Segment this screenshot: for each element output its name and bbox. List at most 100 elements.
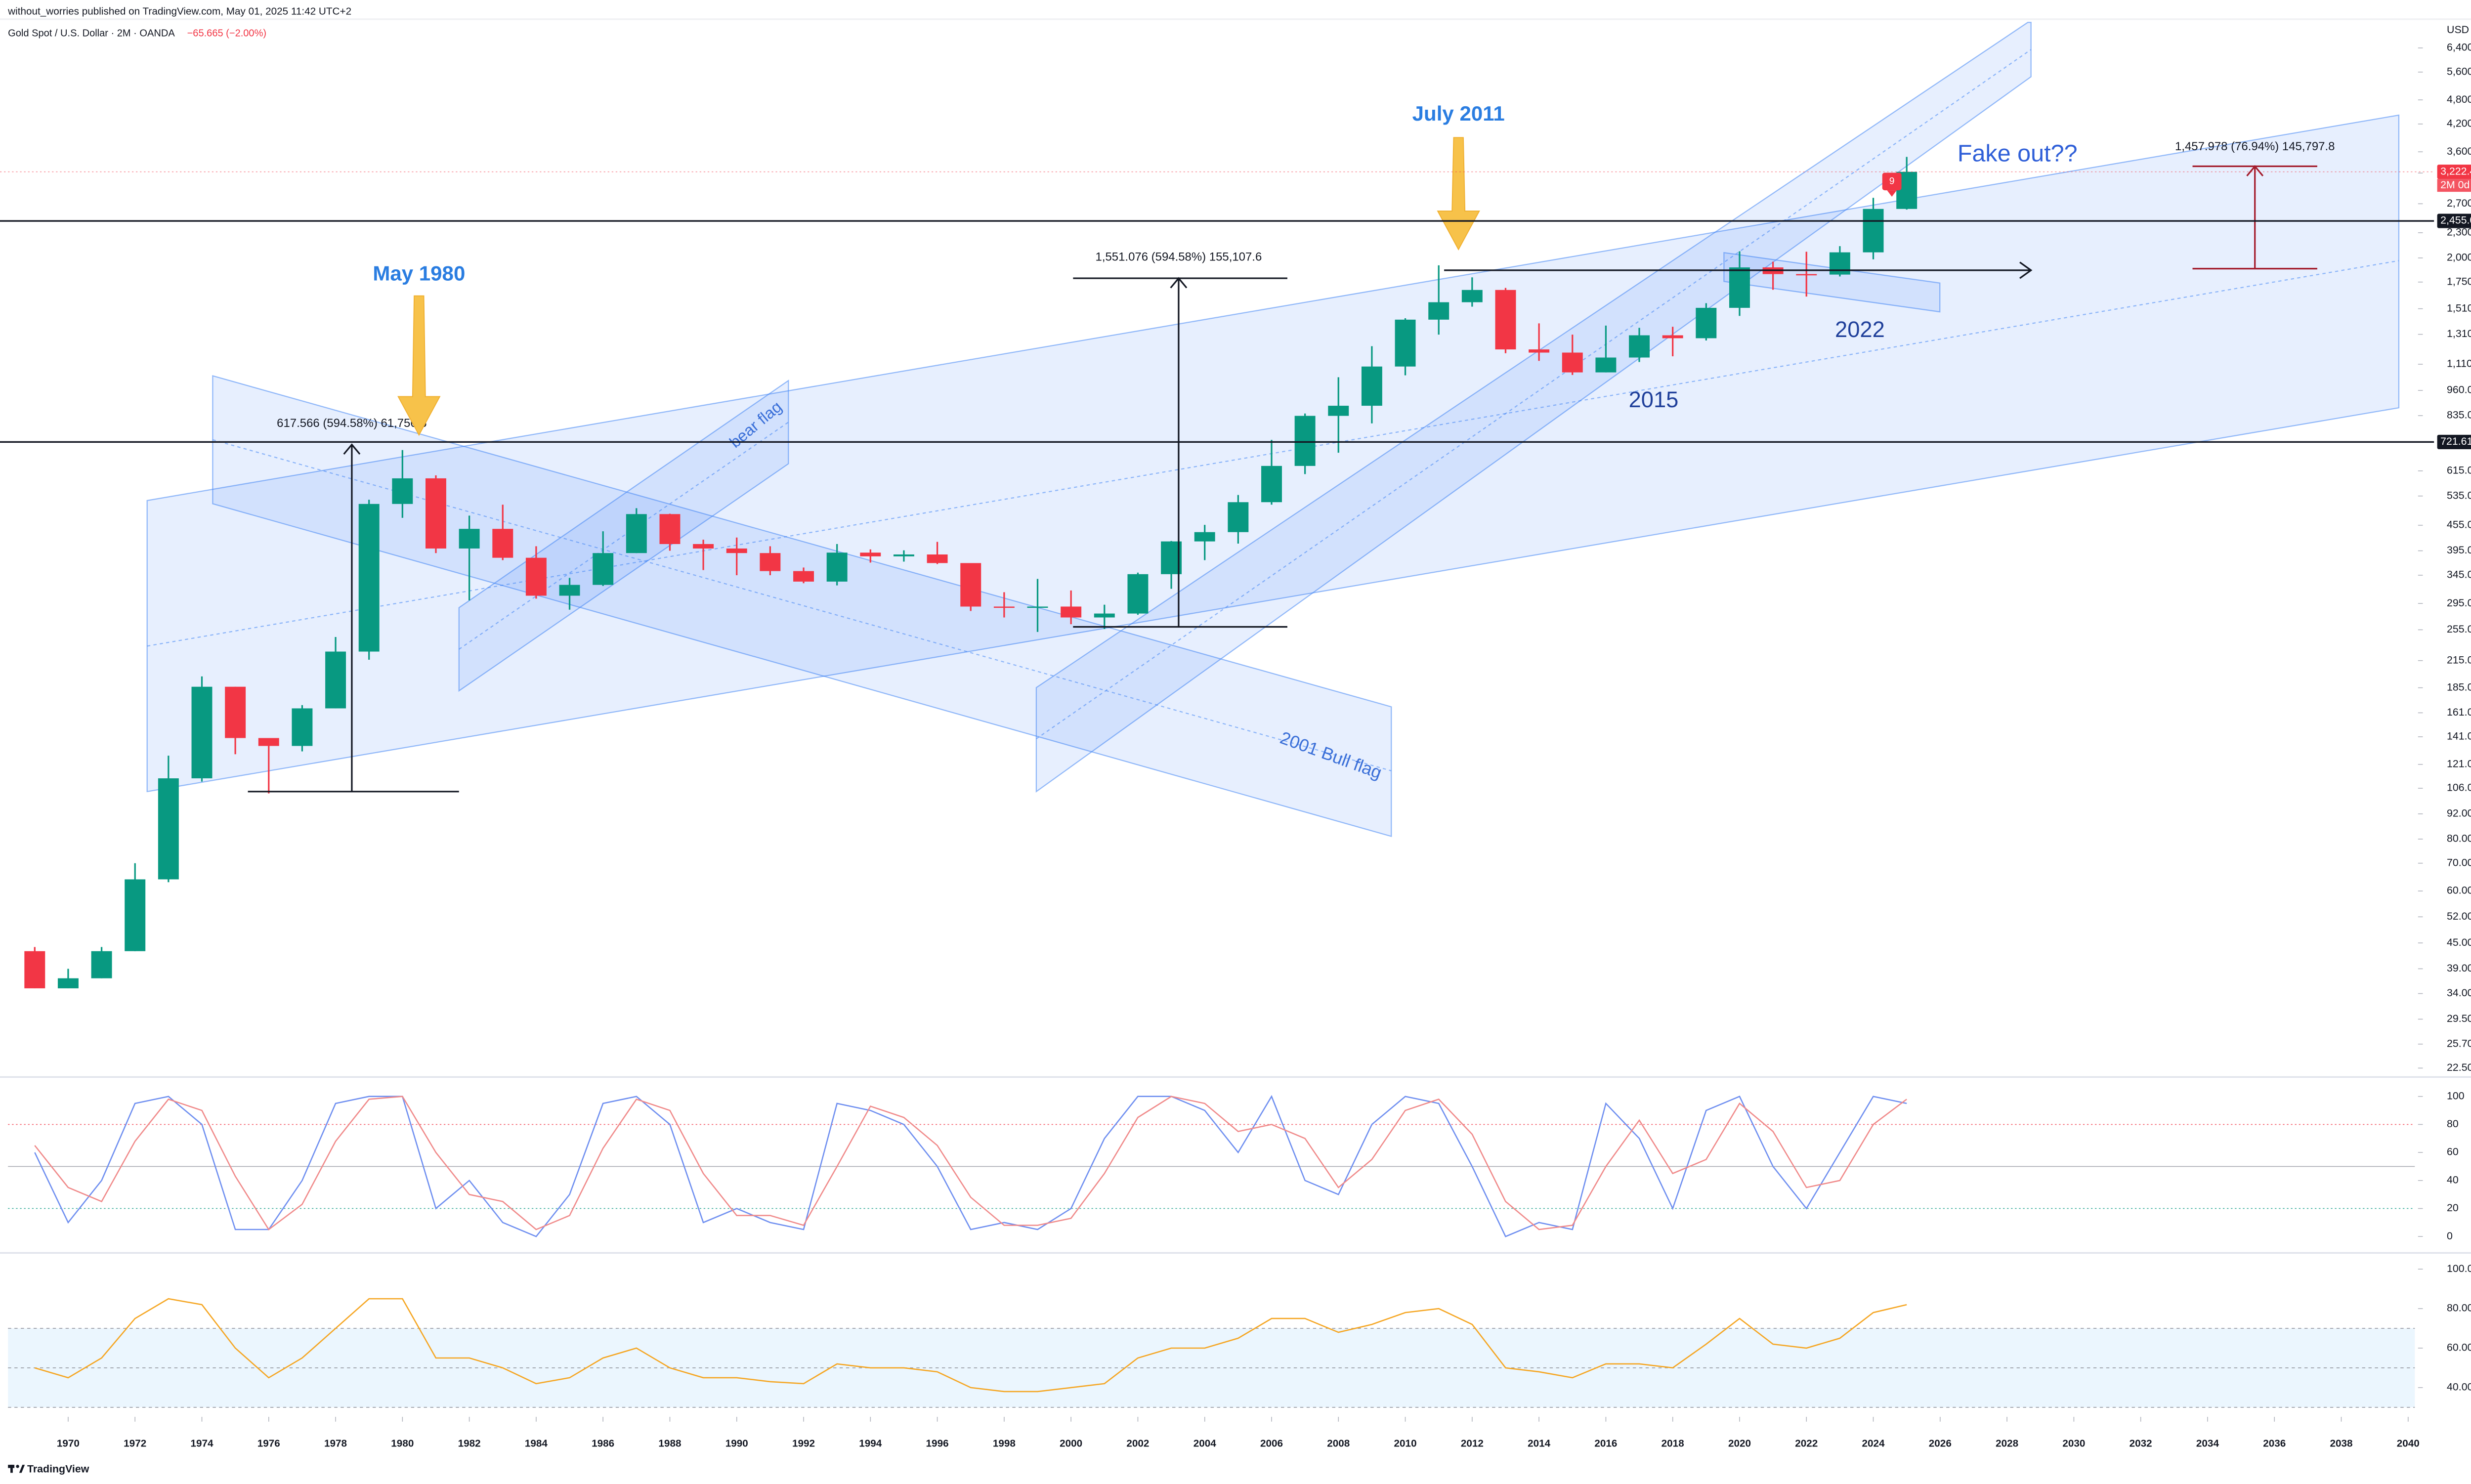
y-tick-label: 121.000 (2447, 758, 2471, 769)
y-tick-label: 40 (2447, 1174, 2459, 1186)
y-tick-label: 100.00 (2447, 1263, 2471, 1274)
price-tag (2437, 165, 2471, 179)
candle-body (1127, 574, 1149, 614)
annotation: 2015 (1629, 387, 1679, 412)
x-tick-label: 1974 (190, 1438, 213, 1449)
y-tick-label: 1,110.000 (2447, 358, 2471, 370)
price-tag (2437, 213, 2471, 228)
candle-body (158, 778, 179, 880)
x-tick-label: 1990 (725, 1438, 748, 1449)
candle-body (1495, 290, 1516, 350)
candle-body (459, 529, 480, 549)
y-tick-label: 345.000 (2447, 569, 2471, 581)
y-tick-label: 45.000 (2447, 936, 2471, 948)
y-tick-label: 2,000.000 (2447, 252, 2471, 263)
candle-body (1461, 290, 1483, 302)
annotation: July 2011 (1412, 102, 1505, 125)
y-tick-label: 22.500 (2447, 1061, 2471, 1073)
candle-body (659, 514, 681, 544)
y-tick-label: 52.000 (2447, 910, 2471, 922)
x-tick-label: 1992 (792, 1438, 815, 1449)
x-tick-label: 2022 (1795, 1438, 1818, 1449)
y-tick-label: 1,750.000 (2447, 275, 2471, 287)
x-tick-label: 2032 (2130, 1438, 2152, 1449)
change: −65.665 (−2.00%) (187, 28, 266, 39)
candle-body (1829, 252, 1850, 275)
candle-body (1629, 335, 1650, 358)
y-tick-label: 70.000 (2447, 856, 2471, 868)
indicator-line (34, 1096, 1907, 1230)
arrow-head (1170, 277, 1188, 289)
x-tick-label: 2034 (2196, 1438, 2219, 1449)
candle-body (358, 504, 380, 652)
x-tick-label: 2006 (1260, 1438, 1283, 1449)
measure-label: 1,551.076 (594.58%) 155,107.6 (1096, 250, 1262, 263)
x-tick-label: 2008 (1327, 1438, 1350, 1449)
price-tag-label: 2,455.065 (2440, 214, 2471, 226)
candle-body (1328, 406, 1349, 416)
y-tick-label: 6,400.000 (2447, 42, 2471, 53)
x-tick-label: 1970 (57, 1438, 80, 1449)
x-tick-label: 1986 (592, 1438, 614, 1449)
x-tick-label: 1982 (458, 1438, 481, 1449)
candle-body (559, 585, 580, 596)
y-tick-label: 185.000 (2447, 681, 2471, 693)
candle-body (860, 552, 881, 556)
y-tick-label: 1,510.000 (2447, 302, 2471, 314)
y-tick-label: 80.00 (2447, 1302, 2471, 1314)
annotation: May 1980 (373, 262, 465, 285)
candle-body (258, 738, 279, 746)
candle-body (1696, 307, 1717, 339)
y-tick-label: 4,800.000 (2447, 93, 2471, 105)
price-tag-sub (2437, 179, 2471, 192)
y-tick-label: 39.000 (2447, 962, 2471, 974)
candle-body (125, 879, 146, 951)
x-tick-label: 2040 (2397, 1438, 2420, 1449)
y-tick-label: 161.000 (2447, 706, 2471, 718)
measure-label: 1,457.978 (76.94%) 145,797.8 (2175, 140, 2335, 153)
y-tick-label: 4,200.000 (2447, 118, 2471, 129)
x-tick-label: 2012 (1461, 1438, 1484, 1449)
unit: USD (2447, 24, 2469, 36)
y-tick-label: 395.000 (2447, 544, 2471, 556)
y-tick-label: 40.00 (2447, 1381, 2471, 1393)
y-tick-label: 60.00 (2447, 1342, 2471, 1354)
callout-arrow (397, 295, 441, 436)
y-tick-label: 0 (2447, 1230, 2453, 1242)
chart-title: Gold Spot / U.S. Dollar · 2M · OANDA (8, 28, 175, 39)
x-tick-label: 1978 (324, 1438, 347, 1449)
candle-body (1361, 366, 1382, 406)
y-tick-label: 25.700 (2447, 1037, 2471, 1049)
candle-body (1194, 532, 1215, 542)
channel-midline (459, 422, 789, 650)
signal-badge (1887, 190, 1897, 197)
x-tick-label: 2000 (1060, 1438, 1082, 1449)
arrow-head (343, 443, 361, 455)
measures (248, 165, 2317, 793)
candle-body (1027, 606, 1048, 608)
candle-body (1428, 302, 1449, 320)
y-tick-label: 2,700.000 (2447, 197, 2471, 209)
y-tick-label: 535.000 (2447, 489, 2471, 501)
x-tick-label: 2002 (1126, 1438, 1149, 1449)
x-tick-label: 1980 (391, 1438, 414, 1449)
y-tick-label: 141.000 (2447, 730, 2471, 742)
y-tick-label: 215.000 (2447, 654, 2471, 666)
channel (212, 375, 1392, 837)
y-tick-label: 5,600.000 (2447, 65, 2471, 77)
x-tick-label: 2030 (2062, 1438, 2085, 1449)
candle-body (191, 686, 213, 779)
price-tag (2437, 434, 2471, 449)
candle-body (1729, 267, 1750, 308)
candle-body (57, 978, 79, 988)
indicator-line (34, 1298, 1907, 1393)
x-tick-label: 1996 (926, 1438, 949, 1449)
x-tick-label: 2004 (1193, 1438, 1217, 1449)
y-tick-label: 255.000 (2447, 623, 2471, 635)
candle-body (1595, 357, 1617, 373)
x-tick-label: 2014 (1528, 1438, 1551, 1449)
y-tick-label: 1,310.000 (2447, 328, 2471, 339)
channel (146, 114, 2400, 793)
